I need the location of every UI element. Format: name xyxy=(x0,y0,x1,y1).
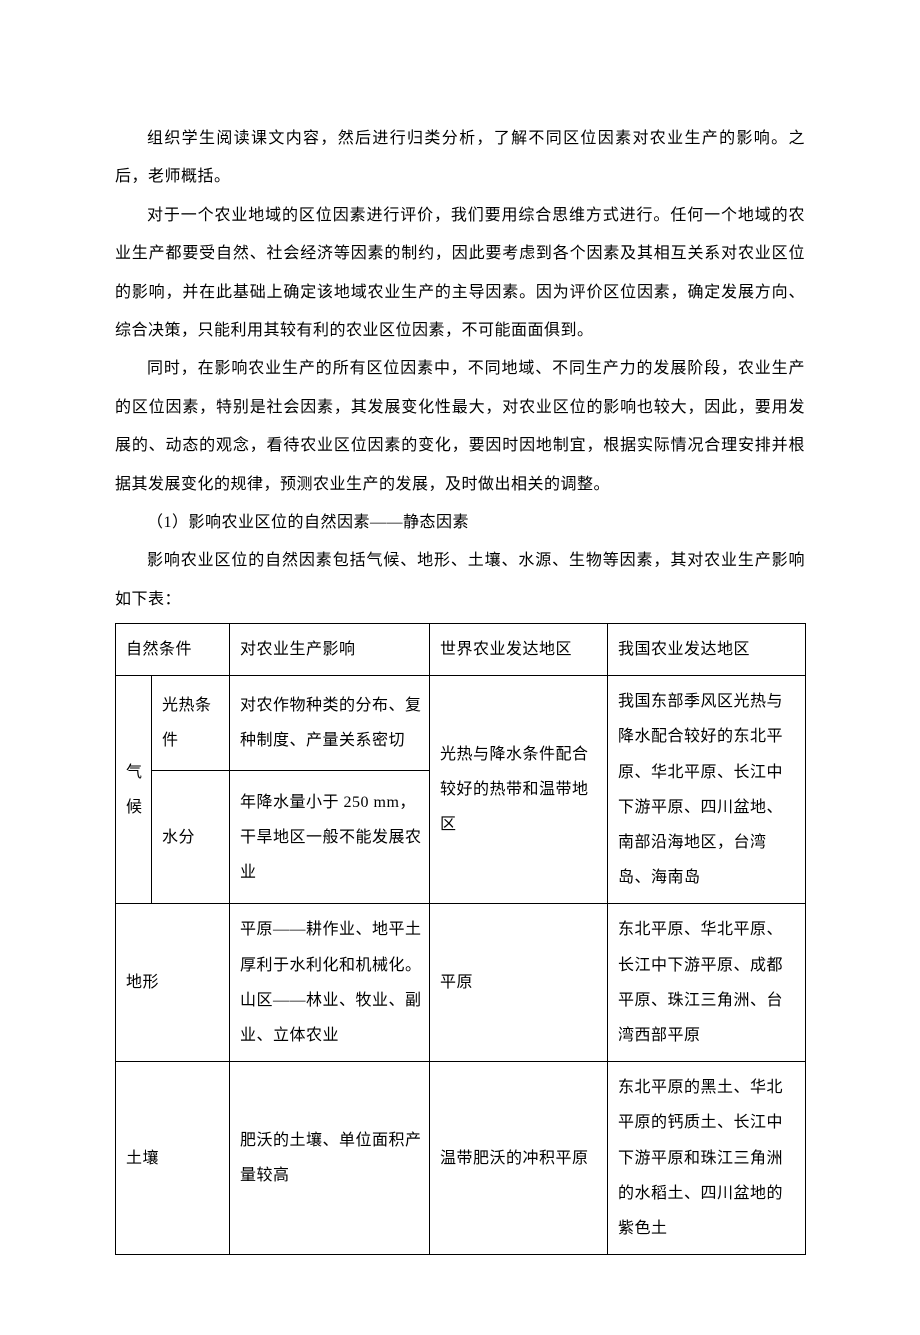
table-row: 地形 平原——耕作业、地平土厚利于水利化和机械化。山区——林业、牧业、副业、立体… xyxy=(116,904,806,1062)
cell-terrain-effect: 平原——耕作业、地平土厚利于水利化和机械化。山区——林业、牧业、副业、立体农业 xyxy=(230,904,430,1062)
cell-terrain: 地形 xyxy=(116,904,230,1062)
header-cell: 自然条件 xyxy=(116,624,230,676)
paragraph: 组织学生阅读课文内容，然后进行归类分析，了解不同区位因素对农业生产的影响。之后，… xyxy=(115,120,805,197)
table-row: 自然条件 对农业生产影响 世界农业发达地区 我国农业发达地区 xyxy=(116,624,806,676)
paragraph: （1）影响农业区位的自然因素——静态因素 xyxy=(115,504,805,542)
document-page: 组织学生阅读课文内容，然后进行归类分析，了解不同区位因素对农业生产的影响。之后，… xyxy=(0,0,920,1335)
cell-climate-world: 光热与降水条件配合较好的热带和温带地区 xyxy=(430,676,608,904)
cell-terrain-china: 东北平原、华北平原、长江中下游平原、成都平原、珠江三角洲、台湾西部平原 xyxy=(608,904,806,1062)
table-row: 土壤 肥沃的土壤、单位面积产量较高 温带肥沃的冲积平原 东北平原的黑土、华北平原… xyxy=(116,1062,806,1255)
cell-climate-label: 气候 xyxy=(116,676,152,904)
header-cell: 对农业生产影响 xyxy=(230,624,430,676)
cell-light-heat: 光热条件 xyxy=(152,676,230,771)
cell-water-effect: 年降水量小于 250 mm，干旱地区一般不能发展农业 xyxy=(230,771,430,904)
cell-soil-china: 东北平原的黑土、华北平原的钙质土、长江中下游平原和珠江三角洲的水稻土、四川盆地的… xyxy=(608,1062,806,1255)
table-row: 气候 光热条件 对农作物种类的分布、复种制度、产量关系密切 光热与降水条件配合较… xyxy=(116,676,806,771)
cell-water: 水分 xyxy=(152,771,230,904)
cell-soil: 土壤 xyxy=(116,1062,230,1255)
paragraph: 对于一个农业地域的区位因素进行评价，我们要用综合思维方式进行。任何一个地域的农业… xyxy=(115,197,805,351)
header-cell: 我国农业发达地区 xyxy=(608,624,806,676)
cell-climate-china: 我国东部季风区光热与降水配合较好的东北平原、华北平原、长江中下游平原、四川盆地、… xyxy=(608,676,806,904)
natural-factors-table: 自然条件 对农业生产影响 世界农业发达地区 我国农业发达地区 气候 光热条件 对… xyxy=(115,623,806,1255)
cell-soil-effect: 肥沃的土壤、单位面积产量较高 xyxy=(230,1062,430,1255)
header-cell: 世界农业发达地区 xyxy=(430,624,608,676)
cell-light-heat-effect: 对农作物种类的分布、复种制度、产量关系密切 xyxy=(230,676,430,771)
paragraph: 同时，在影响农业生产的所有区位因素中，不同地域、不同生产力的发展阶段，农业生产的… xyxy=(115,350,805,504)
paragraph: 影响农业区位的自然因素包括气候、地形、土壤、水源、生物等因素，其对农业生产影响如… xyxy=(115,542,805,619)
cell-terrain-world: 平原 xyxy=(430,904,608,1062)
cell-soil-world: 温带肥沃的冲积平原 xyxy=(430,1062,608,1255)
